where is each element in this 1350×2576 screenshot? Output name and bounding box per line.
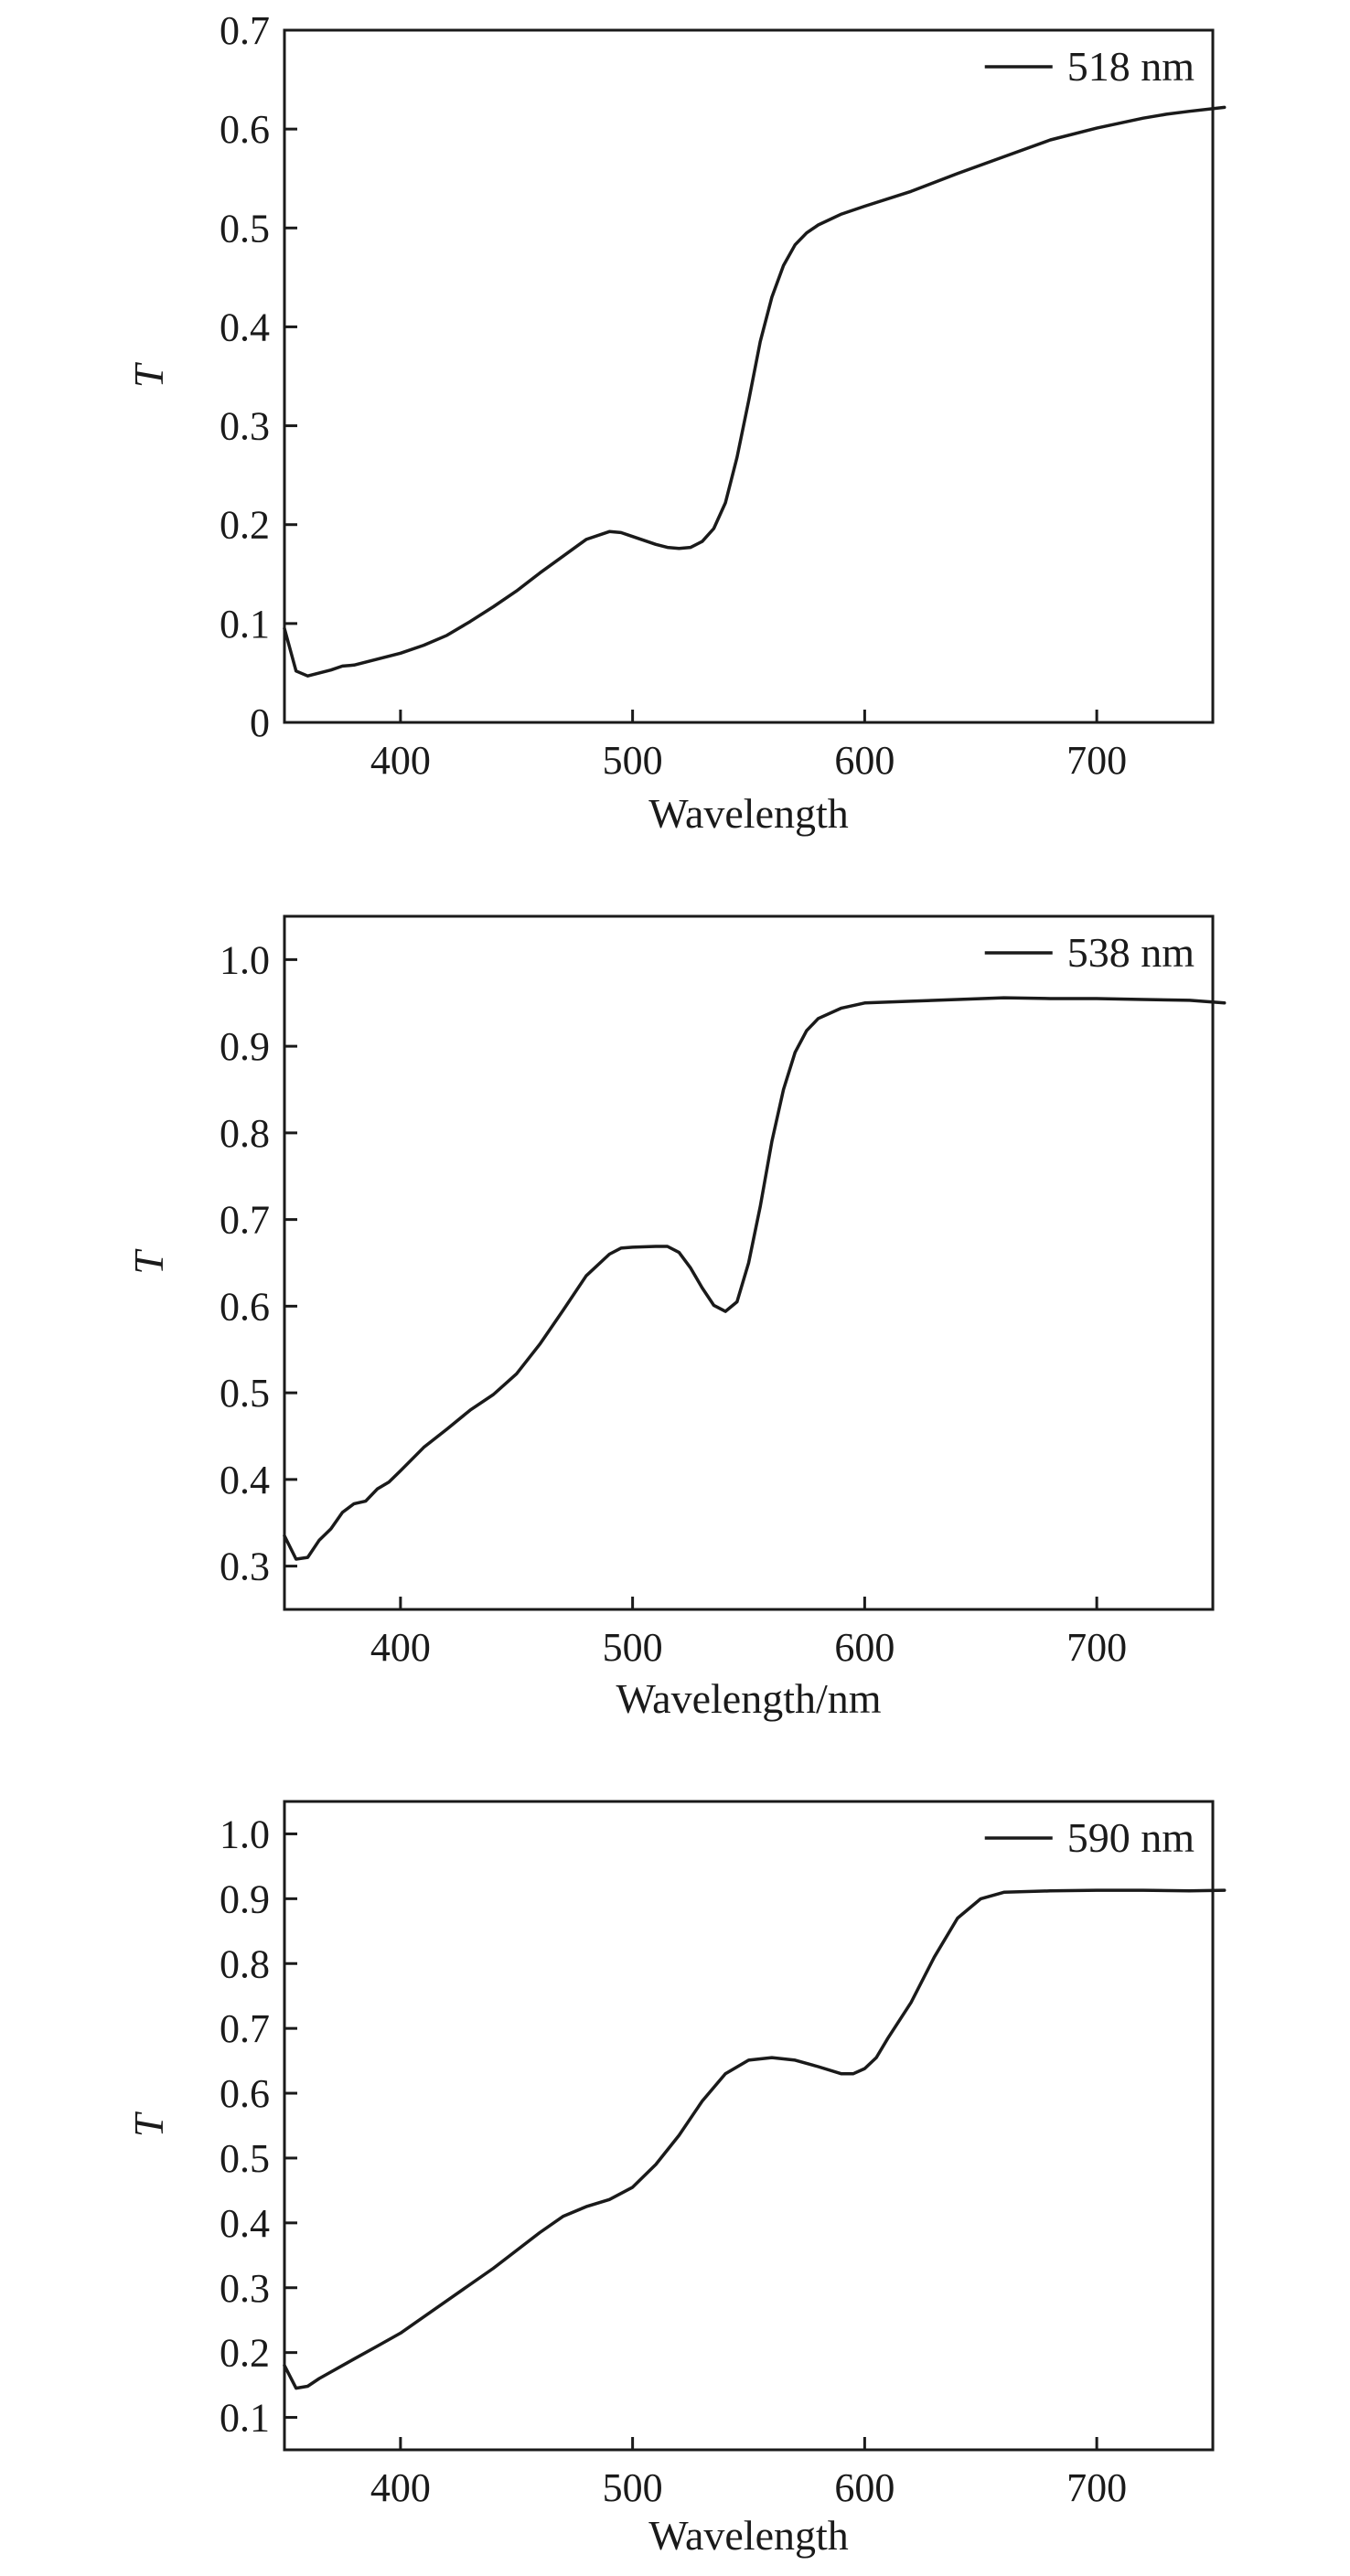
legend-label: 518 nm [1067,43,1195,90]
x-tick-label: 500 [603,2465,663,2510]
x-tick-label: 700 [1066,1625,1127,1670]
x-tick-label: 400 [370,738,431,783]
x-tick-label: 500 [603,1625,663,1670]
y-tick-label: 0.7 [220,1198,270,1243]
y-tick-label: 0.8 [220,1111,270,1156]
y-tick-label: 0.2 [220,503,270,548]
x-axis-label: Wavelength [648,790,849,837]
y-tick-label: 0.3 [220,1545,270,1589]
y-tick-label: 0.5 [220,2136,270,2181]
chart-panel-3: 0.1 0.2 0.3 0.4 0.5 0.6 0.7 0.8 0.9 1.0 400 500 600 7… [125,1800,1227,2559]
chart-panel-1: 0 0.1 0.2 0.3 0.4 0.5 0.6 0.7 400 500 600 700 Wavele… [125,8,1227,837]
x-tick-label: 600 [834,1625,895,1670]
plot-frame [283,1800,1215,2452]
x-tick-label: 700 [1066,738,1127,783]
x-tick-label: 400 [370,1625,431,1670]
chart-panel-2: 0.3 0.4 0.5 0.6 0.7 0.8 0.9 1.0 400 500 600 700 Wave… [125,914,1227,1722]
y-tick-label: 0.8 [220,1941,270,1986]
y-axis-label: T [125,1248,172,1275]
y-tick-label: 0.6 [220,107,270,152]
series-line [283,1888,1227,2390]
y-tick-label: 0 [250,700,270,745]
y-tick-label: 1.0 [220,937,270,982]
y-tick-label: 0.3 [220,404,270,449]
series-line [283,996,1227,1561]
y-tick-label: 0.5 [220,206,270,251]
y-tick-label: 0.4 [220,1458,270,1502]
y-tick-label: 0.2 [220,2331,270,2376]
x-tick-label: 600 [834,738,895,783]
y-tick-label: 0.4 [220,2201,270,2246]
y-tick-label: 0.7 [220,2006,270,2051]
y-axis-label: T [125,2111,172,2137]
plot-frame [283,914,1215,1611]
y-tick-label: 1.0 [220,1812,270,1856]
series-line [283,105,1227,678]
x-tick-label: 600 [834,2465,895,2510]
x-tick-label: 400 [370,2465,431,2510]
x-tick-label: 500 [603,738,663,783]
y-tick-label: 0.9 [220,1876,270,1921]
y-tick-label: 0.1 [220,2396,270,2441]
y-tick-label: 0.4 [220,305,270,349]
y-tick-label: 0.7 [220,8,270,53]
y-tick-label: 0.5 [220,1371,270,1416]
legend-label: 590 nm [1067,1814,1195,1861]
y-axis-label: T [125,361,172,388]
x-axis-label: Wavelength [648,2512,849,2559]
x-axis-label: Wavelength/nm [616,1675,881,1722]
legend-label: 538 nm [1067,929,1195,976]
x-tick-label: 700 [1066,2465,1127,2510]
plot-frame [283,28,1215,724]
y-tick-label: 0.3 [220,2266,270,2311]
y-tick-label: 0.1 [220,602,270,647]
y-tick-label: 0.6 [220,1284,270,1329]
y-tick-label: 0.6 [220,2071,270,2116]
y-tick-label: 0.9 [220,1024,270,1069]
